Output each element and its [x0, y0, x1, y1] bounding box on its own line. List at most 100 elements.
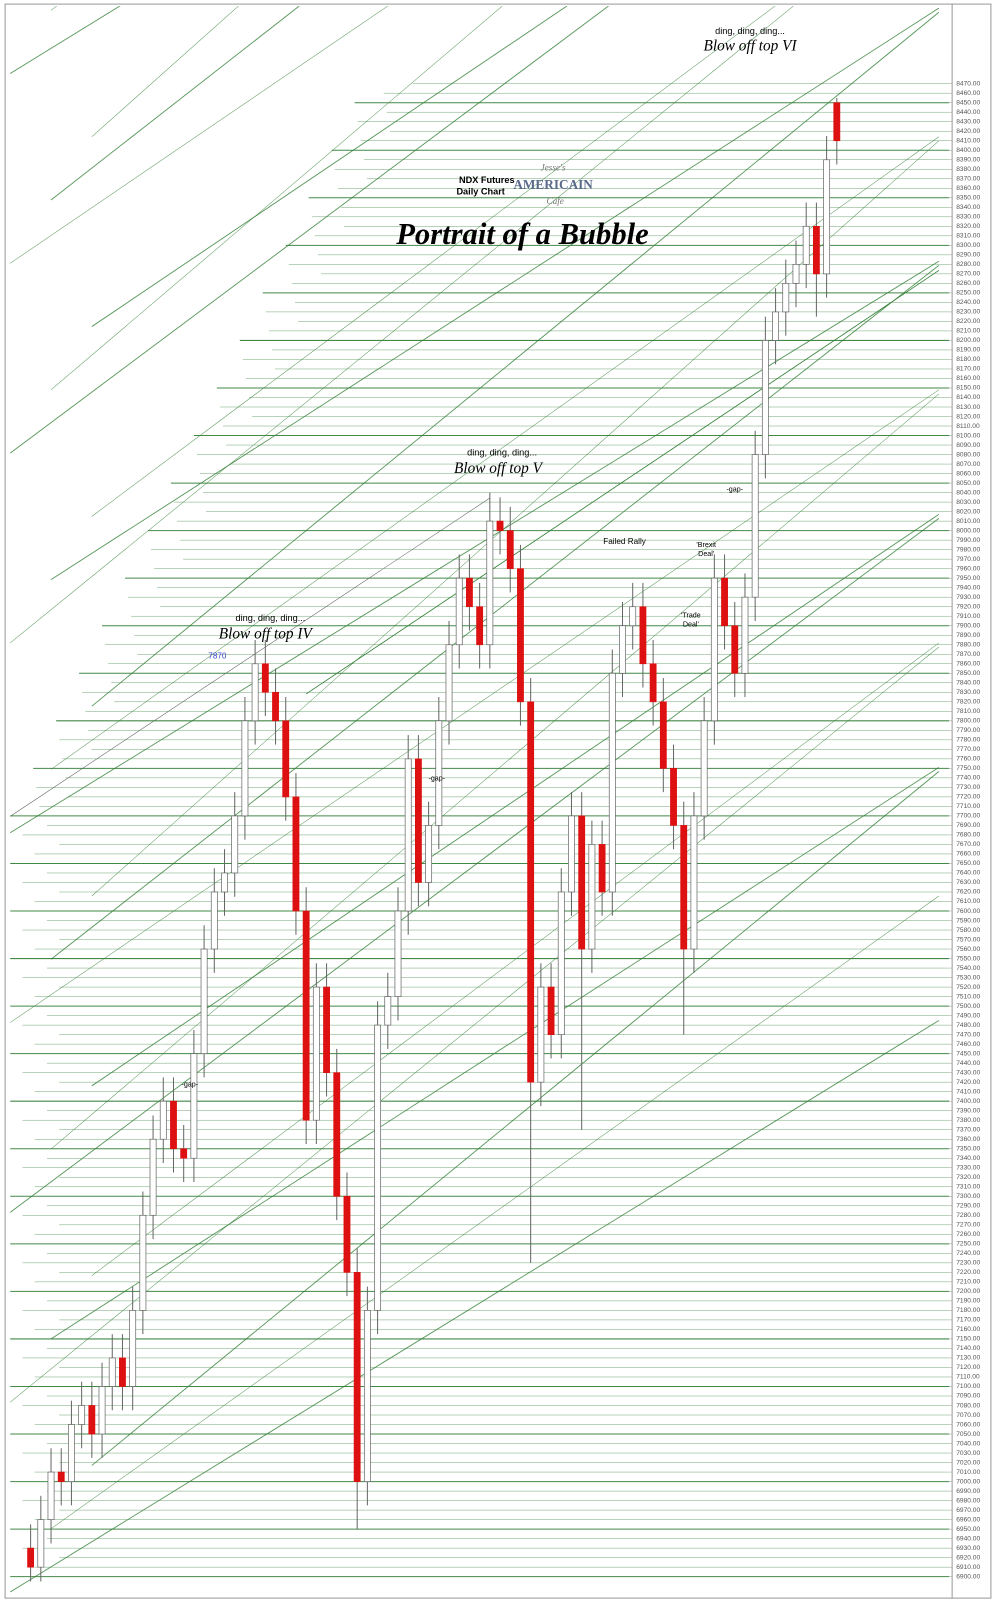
candle-body	[57, 1471, 65, 1482]
y-tick-label: 7800.00	[956, 718, 980, 725]
candle-body	[404, 758, 412, 912]
trend-line	[10, 389, 940, 1023]
y-tick-label: 7500.00	[956, 1003, 980, 1010]
annotation: ding, ding, ding...	[235, 613, 305, 623]
trend-line	[50, 136, 940, 770]
trend-line	[50, 7, 940, 581]
candle-body	[710, 577, 718, 722]
chart-root: NDX Futures Daily Chart Jesse's AMERICAI…	[4, 3, 992, 1599]
candle-body	[37, 1519, 45, 1568]
y-tick-label: 7400.00	[956, 1098, 980, 1105]
candle-body	[292, 796, 300, 912]
y-tick-label: 8060.00	[956, 470, 980, 477]
y-tick-label: 7510.00	[956, 993, 980, 1000]
candle-body	[670, 768, 677, 826]
y-tick-label: 8080.00	[956, 451, 980, 458]
y-tick-label: 8230.00	[956, 309, 980, 316]
y-tick-label: 7790.00	[956, 727, 980, 734]
y-tick-label: 8380.00	[956, 166, 980, 173]
y-tick-label: 7410.00	[956, 1088, 980, 1095]
candle-body	[200, 948, 208, 1055]
y-tick-label: 7780.00	[956, 737, 980, 744]
y-tick-label: 7070.00	[956, 1412, 980, 1419]
y-tick-label: 7010.00	[956, 1469, 980, 1476]
trend-line	[9, 6, 610, 454]
candle-body	[251, 663, 259, 722]
y-tick-label: 8260.00	[956, 280, 980, 287]
candle-body	[282, 720, 290, 798]
candle-body	[394, 910, 402, 997]
y-tick-label: 8290.00	[956, 252, 980, 259]
candle-body	[190, 1053, 198, 1159]
y-tick-label: 7190.00	[956, 1298, 980, 1305]
candle-body	[149, 1138, 157, 1216]
y-tick-label: 7240.00	[956, 1250, 980, 1257]
candle-body	[455, 577, 463, 646]
candle-body	[721, 577, 728, 627]
candle-body	[374, 1024, 382, 1311]
trend-line	[9, 518, 940, 1213]
y-tick-label: 7830.00	[956, 689, 980, 696]
y-tick-label: 7760.00	[956, 756, 980, 763]
y-tick-label: 8340.00	[956, 204, 980, 211]
y-tick-label: 8330.00	[956, 214, 980, 221]
annotation: Failed Rally	[603, 537, 647, 546]
annotation: Deal'	[683, 620, 699, 628]
candle-body	[588, 844, 596, 950]
candle-body	[435, 720, 443, 826]
y-tick-label: 6930.00	[956, 1545, 980, 1552]
trend-line	[9, 260, 940, 834]
candle-body	[414, 758, 422, 883]
y-tick-label: 7490.00	[956, 1012, 980, 1019]
y-tick-label: 7020.00	[956, 1459, 980, 1466]
trend-line	[305, 270, 940, 695]
annotation: ding, ding, ding...	[467, 448, 537, 458]
trend-line	[91, 513, 940, 1087]
y-tick-label: 7600.00	[956, 908, 980, 915]
trend-line	[91, 642, 940, 1276]
candle-body	[108, 1357, 116, 1387]
candle-body	[782, 283, 790, 313]
trend-line	[10, 6, 794, 644]
candle-body	[517, 568, 524, 703]
candle-body	[578, 815, 586, 950]
y-tick-label: 7230.00	[956, 1260, 980, 1267]
y-tick-label: 8180.00	[956, 356, 980, 363]
y-tick-label: 7390.00	[956, 1107, 980, 1114]
y-tick-label: 7280.00	[956, 1212, 980, 1219]
logo-text: AMERICAIN	[513, 177, 593, 192]
candle-body	[772, 311, 779, 341]
y-tick-label: 6970.00	[956, 1507, 980, 1514]
subtitle: NDX Futures	[459, 175, 515, 185]
grid	[10, 83, 953, 1578]
annotation: 7870	[208, 651, 227, 660]
y-tick-label: 6980.00	[956, 1497, 980, 1504]
candles	[27, 97, 841, 1582]
y-tick-label: 8400.00	[956, 147, 980, 154]
trend-line	[50, 6, 300, 201]
y-tick-label: 7970.00	[956, 556, 980, 563]
annotation: Blow off top IV	[219, 625, 314, 642]
annotation: Blow off top VI	[704, 37, 798, 54]
y-tick-label: 8320.00	[956, 223, 980, 230]
y-tick-label: 7350.00	[956, 1145, 980, 1152]
candle-body	[47, 1471, 55, 1520]
y-tick-label: 7260.00	[956, 1231, 980, 1238]
y-tick-label: 7850.00	[956, 670, 980, 677]
y-tick-label: 7210.00	[956, 1279, 980, 1286]
y-tick-label: 7140.00	[956, 1345, 980, 1352]
trend-line	[50, 393, 940, 1150]
y-tick-label: 7340.00	[956, 1155, 980, 1162]
y-tick-label: 8130.00	[956, 404, 980, 411]
y-tick-label: 8280.00	[956, 261, 980, 268]
candle-body	[98, 1386, 106, 1435]
y-tick-label: 8190.00	[956, 347, 980, 354]
annotation: 'Trade	[681, 611, 701, 619]
candle-body	[761, 340, 769, 455]
candle-body	[486, 520, 494, 646]
y-tick-label: 7690.00	[956, 822, 980, 829]
y-tick-label: 7900.00	[956, 622, 980, 629]
trend-line	[91, 6, 239, 137]
y-tick-label: 7570.00	[956, 936, 980, 943]
candle-body	[139, 1214, 147, 1311]
